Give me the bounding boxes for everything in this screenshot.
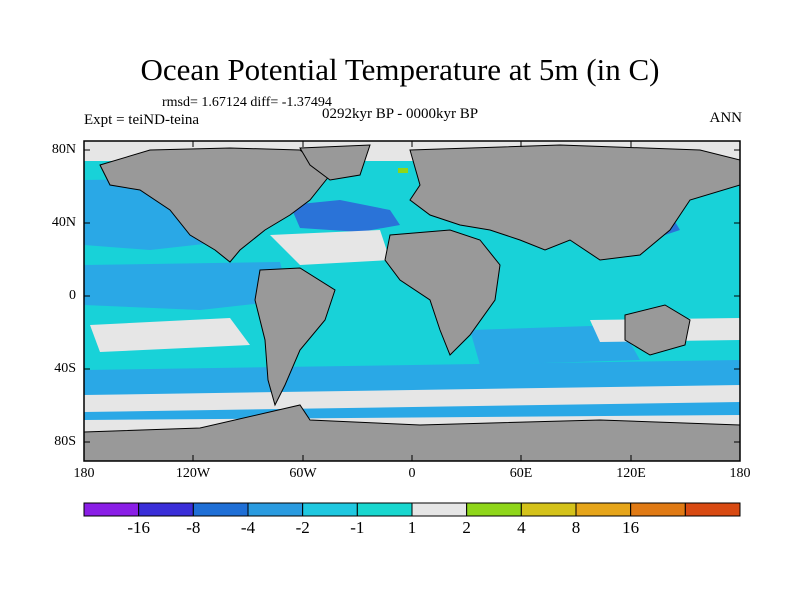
colorbar <box>83 502 741 517</box>
colorbar-label: 1 <box>407 518 417 537</box>
greenland <box>299 144 371 181</box>
lon-label-180w: 180 <box>73 466 95 481</box>
map-field <box>84 141 740 461</box>
colorbar-label: 8 <box>571 518 581 537</box>
colorbar-label: 2 <box>462 518 471 537</box>
colorbar-label: -1 <box>350 518 365 537</box>
colorbar-swatch <box>411 502 468 517</box>
lat-label-40n: 40N <box>51 215 76 230</box>
africa <box>384 229 501 356</box>
colorbar-swatch <box>466 502 522 517</box>
colorbar-label: -4 <box>240 518 256 537</box>
antarctica <box>84 404 740 461</box>
lat-label-80s: 80S <box>54 434 76 449</box>
southern-neutral-band <box>84 385 740 412</box>
colorbar-label: 16 <box>622 518 640 537</box>
lon-label-120w: 120W <box>175 466 211 481</box>
season-label: ANN <box>709 110 743 126</box>
colorbar-swatch <box>302 502 358 517</box>
experiment-label: Expt = teiND-teina <box>84 112 200 128</box>
warm-speck <box>398 168 408 173</box>
australia <box>624 304 691 356</box>
map-title: Ocean Potential Temperature at 5m (in C) <box>140 52 660 87</box>
south-pacific-neutral <box>90 318 250 352</box>
colorbar-label: -16 <box>127 518 150 537</box>
colorbar-label: -8 <box>186 518 201 537</box>
north-atlantic-cooling <box>290 200 400 232</box>
lon-label-180e: 180 <box>729 466 751 481</box>
colorbar-swatch <box>684 502 741 517</box>
colorbar-swatch <box>575 502 632 517</box>
colorbar-swatch <box>138 502 194 517</box>
period-label: 0292kyr BP - 0000kyr BP <box>322 106 479 122</box>
colorbar-label: 4 <box>517 518 526 537</box>
colorbar-swatch <box>630 502 686 517</box>
eurasia <box>409 144 740 261</box>
stats-text: rmsd= 1.67124 diff= -1.37494 <box>162 95 332 110</box>
lat-label-80n: 80N <box>51 142 76 157</box>
colorbar-swatch <box>247 502 304 517</box>
lon-label-60e: 60E <box>509 466 533 481</box>
equatorial-pacific-cooling <box>84 262 290 310</box>
south-america <box>254 267 336 407</box>
north-america <box>99 147 331 263</box>
lon-label-120e: 120E <box>616 466 646 481</box>
colorbar-swatch <box>356 502 413 517</box>
colorbar-swatch <box>83 502 140 517</box>
lat-label-0: 0 <box>69 288 76 303</box>
colorbar-swatch <box>520 502 577 517</box>
colorbar-label: -2 <box>295 518 310 537</box>
colorbar-swatch <box>192 502 249 517</box>
lon-label-60w: 60W <box>289 466 317 481</box>
lat-label-40s: 40S <box>54 361 76 376</box>
atlantic-neutral <box>270 230 390 265</box>
lon-label-0: 0 <box>408 466 416 481</box>
